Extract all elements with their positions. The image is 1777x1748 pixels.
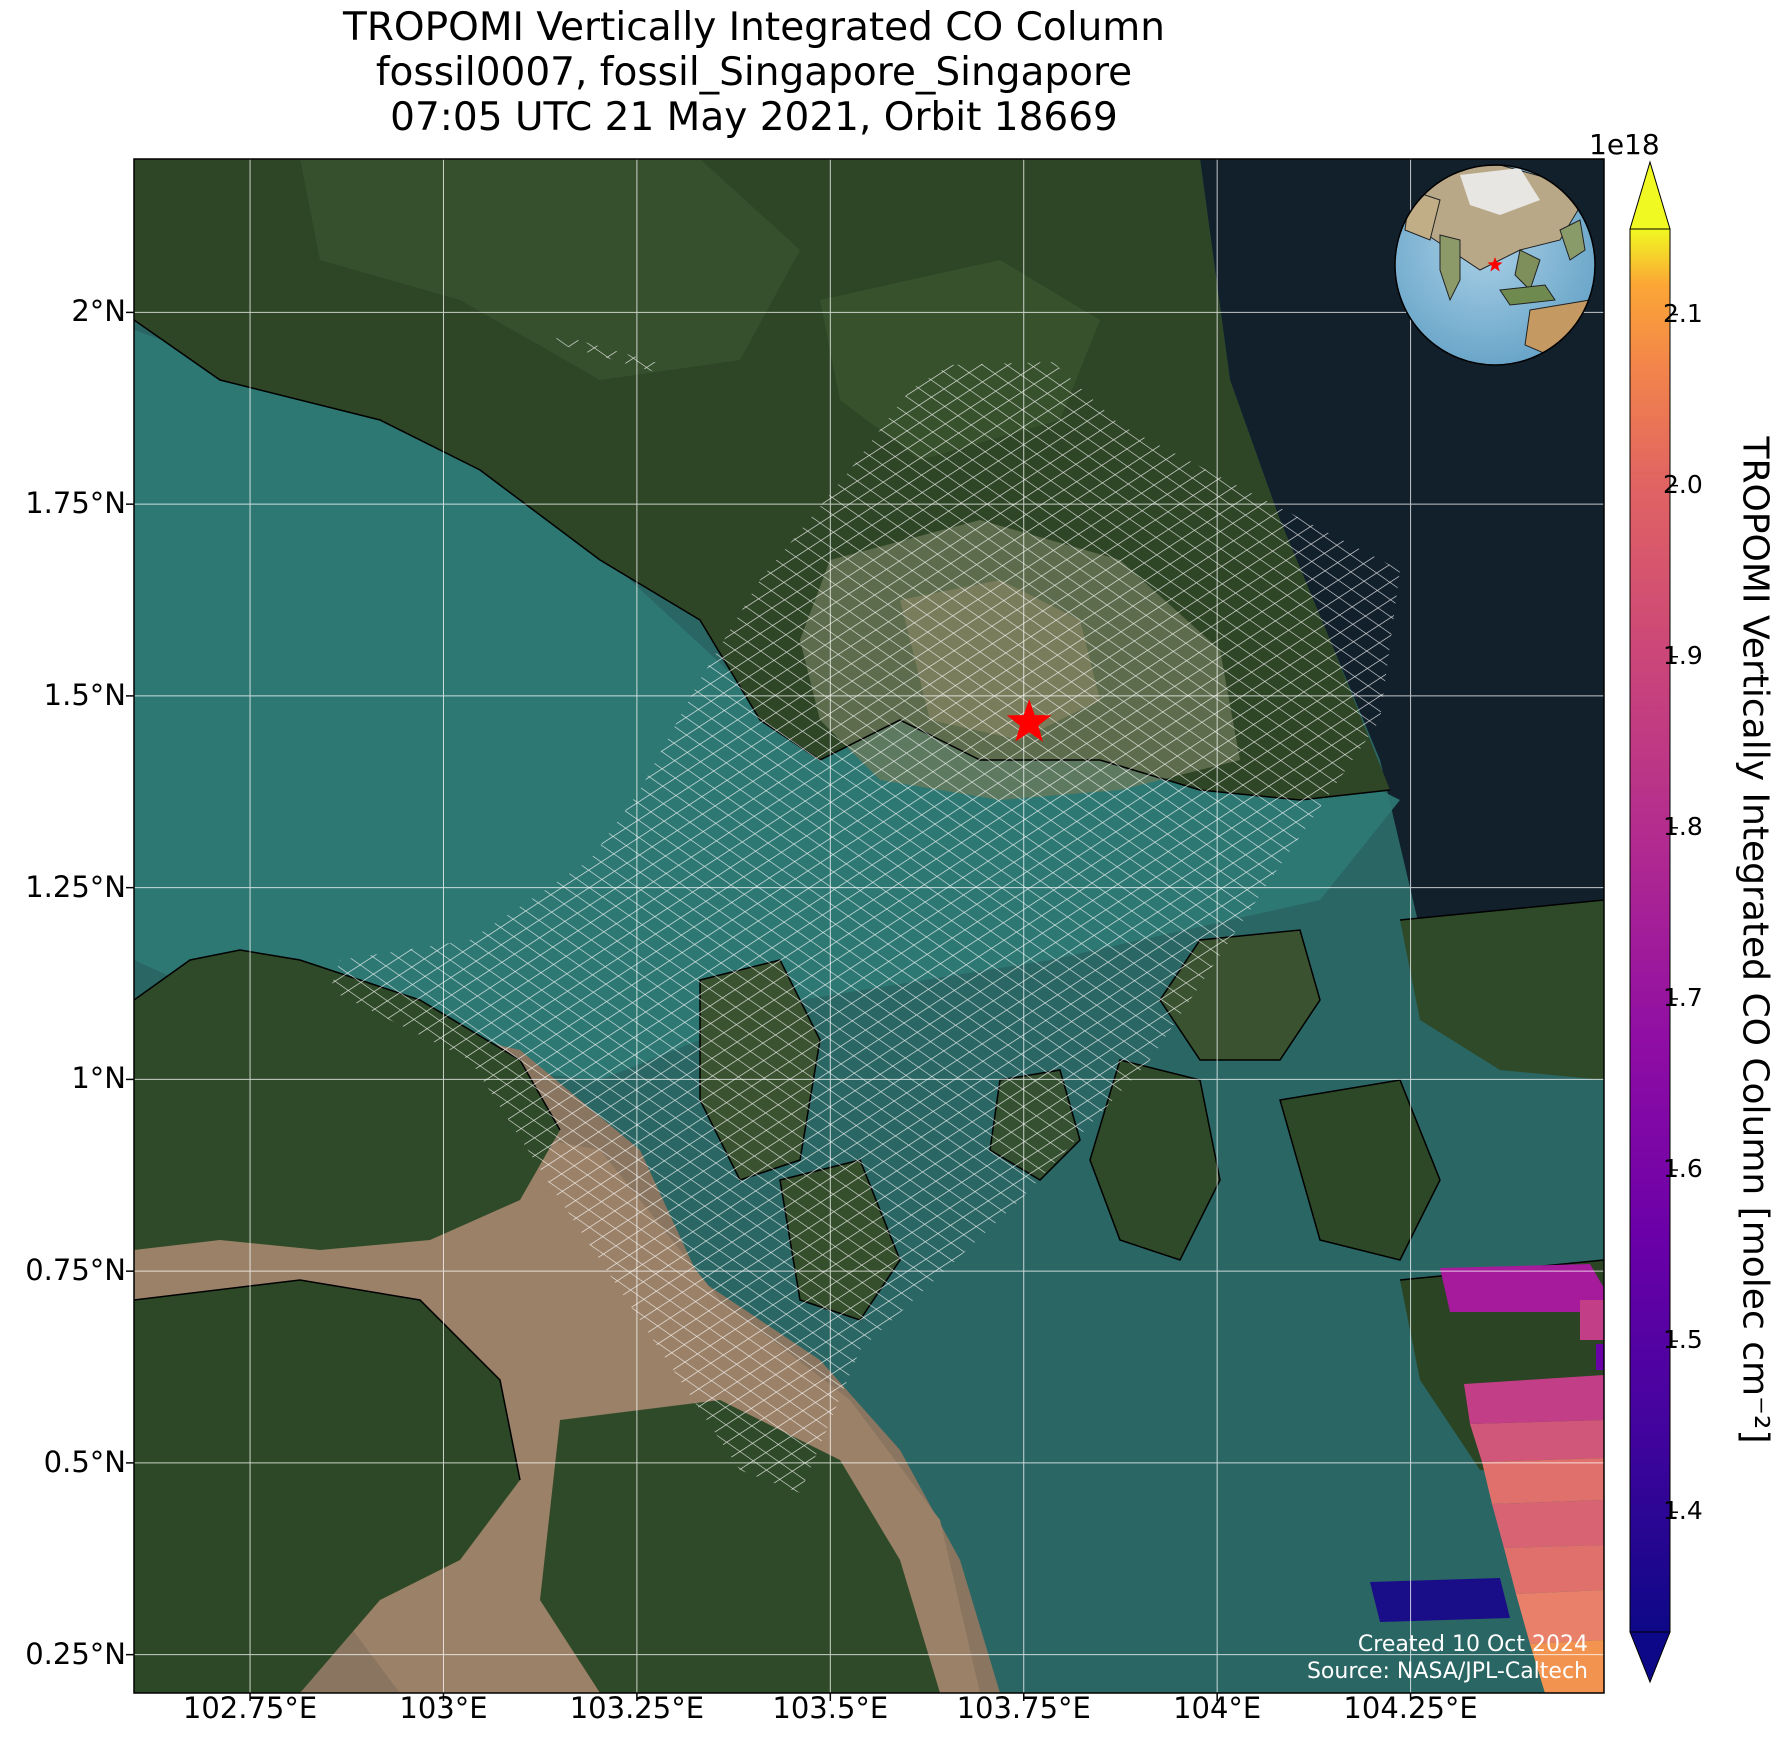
lat-label: 0.25°N bbox=[25, 1636, 126, 1671]
co-pixel bbox=[1492, 1500, 1604, 1548]
colorbar-tick-label: 1.4 bbox=[1663, 1496, 1703, 1526]
lat-label: 1.25°N bbox=[25, 869, 126, 904]
colorbar-ticks bbox=[1670, 313, 1678, 1513]
co-pixel bbox=[1464, 1375, 1604, 1424]
inset-globe-site-star bbox=[1487, 257, 1503, 272]
colorbar-tick-label: 1.8 bbox=[1663, 811, 1703, 841]
co-pixel bbox=[1580, 1300, 1604, 1340]
lon-label: 103°E bbox=[399, 1691, 488, 1725]
colorbar-gradient bbox=[1629, 228, 1671, 1633]
lon-label: 103.25°E bbox=[569, 1691, 705, 1725]
lon-label: 103.75°E bbox=[956, 1691, 1091, 1725]
title-line-3: 07:05 UTC 21 May 2021, Orbit 18669 bbox=[390, 95, 1118, 140]
colorbar-title: TROPOMI Vertically Integrated CO Column … bbox=[1734, 436, 1776, 1444]
colorbar-tick-label: 1.7 bbox=[1663, 982, 1703, 1012]
title-line-2: fossil0007, fossil_Singapore_Singapore bbox=[375, 50, 1133, 95]
co-pixel bbox=[1596, 1344, 1604, 1370]
lon-label: 104°E bbox=[1173, 1691, 1262, 1725]
colorbar-extend-max bbox=[1629, 160, 1671, 230]
target-site-star bbox=[1006, 699, 1052, 742]
map-gridlines bbox=[134, 159, 1604, 1693]
map-frame bbox=[133, 158, 1605, 1694]
title-line-1: TROPOMI Vertically Integrated CO Column bbox=[343, 5, 1165, 50]
lat-label: 1°N bbox=[71, 1061, 126, 1096]
colorbar-tick-label: 1.5 bbox=[1663, 1325, 1703, 1355]
co-pixel bbox=[1470, 1420, 1604, 1462]
credit-created: Created 10 Oct 2024 bbox=[1358, 1632, 1588, 1657]
axis-ticks bbox=[126, 311, 1412, 1701]
lat-label: 0.75°N bbox=[25, 1253, 126, 1288]
co-pixel bbox=[1370, 1578, 1510, 1622]
co-pixel bbox=[1516, 1590, 1604, 1644]
lat-label: 1.75°N bbox=[25, 486, 126, 521]
lon-label: 103.5°E bbox=[772, 1691, 889, 1725]
colorbar-tick-label: 1.9 bbox=[1663, 640, 1703, 670]
colorbar-exponent: 1e18 bbox=[1589, 128, 1660, 161]
colorbar-extend-min bbox=[1629, 1631, 1671, 1684]
lat-label: 0.5°N bbox=[43, 1444, 126, 1479]
colorbar-tick-label: 2.1 bbox=[1663, 298, 1703, 328]
credit-source: Source: NASA/JPL-Caltech bbox=[1307, 1659, 1588, 1684]
colorbar-tick-label: 1.6 bbox=[1663, 1154, 1703, 1184]
colorbar bbox=[1629, 160, 1678, 1684]
inset-globe bbox=[1394, 164, 1596, 366]
lat-label: 1.5°N bbox=[43, 677, 126, 712]
co-pixel bbox=[1482, 1458, 1604, 1504]
lon-label: 104.25°E bbox=[1343, 1691, 1478, 1725]
map-basemap: Created 10 Oct 2024 Source: NASA/JPL-Cal… bbox=[134, 159, 1604, 1693]
colorbar-tick-label: 2.0 bbox=[1663, 469, 1703, 499]
co-pixel bbox=[1504, 1545, 1604, 1594]
co-pixel bbox=[1440, 1264, 1604, 1312]
lon-label: 102.75°E bbox=[182, 1691, 318, 1725]
lat-label: 2°N bbox=[71, 294, 126, 329]
co-retrieval-pixels bbox=[1370, 1264, 1604, 1693]
co-pixel bbox=[1530, 1640, 1604, 1693]
